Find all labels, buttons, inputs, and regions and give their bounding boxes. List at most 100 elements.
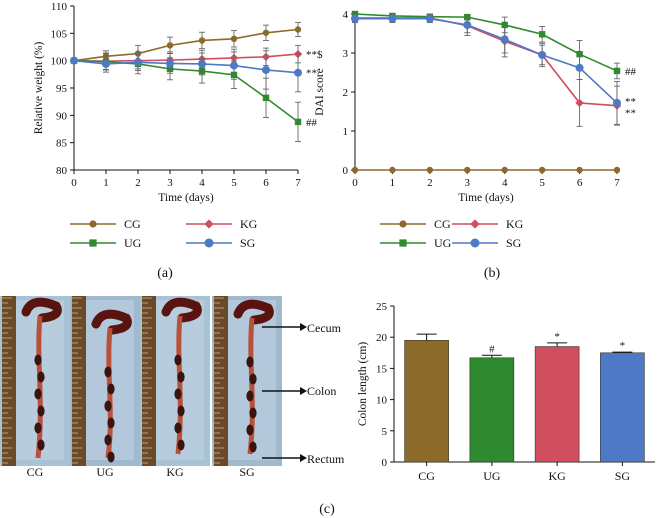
legend-marker-sg <box>204 238 214 248</box>
point-sg <box>388 14 397 23</box>
x-tick-label-cg: CG <box>418 469 435 483</box>
arrow-head <box>300 323 307 331</box>
legend-label-kg: KG <box>240 217 258 231</box>
point-sg <box>613 98 621 107</box>
point-ug <box>262 94 270 102</box>
point-ug <box>501 21 508 29</box>
y-tick-label: 105 <box>51 28 68 40</box>
label-rectum: Rectum <box>307 452 345 466</box>
panel-label-a: (a) <box>157 266 173 281</box>
ruler <box>72 296 86 466</box>
panel-label-c: (c) <box>319 502 335 517</box>
point-sg <box>70 56 78 65</box>
legend-label-ug: UG <box>124 236 142 250</box>
stool-pellet <box>107 417 115 429</box>
point-cg <box>464 166 471 174</box>
colon-photo: CG UG KG SG <box>0 296 307 479</box>
y-tick-label: 0 <box>343 165 349 177</box>
series-line-sg <box>73 59 299 74</box>
y-tick-label: 2 <box>343 87 349 99</box>
x-tick-label: 7 <box>295 177 301 189</box>
point-cg <box>166 42 174 49</box>
series-cg <box>351 166 621 174</box>
annotation-kg: **$ <box>306 49 323 61</box>
label-cecum: Cecum <box>307 321 342 335</box>
series-line-ug <box>354 13 618 72</box>
series-line-ug <box>73 59 299 123</box>
point-sg <box>166 59 174 68</box>
dai-chart: 0 1 2 3 4 0 1 2 3 4 5 6 7 Time (days) DAI score ## **** <box>314 9 637 204</box>
legend-marker-cg <box>89 220 97 228</box>
x-axis-label: Time (days) <box>458 192 514 204</box>
x-tick-label: 5 <box>231 177 237 189</box>
arrow-head <box>300 454 307 462</box>
x-tick-label: 4 <box>199 177 205 189</box>
specimen-ug <box>70 296 140 466</box>
point-cg <box>294 26 302 33</box>
stool-pellet <box>34 388 42 400</box>
stool-pellet <box>246 356 254 368</box>
cecum-shape <box>21 297 62 323</box>
colon-length-chart: 0 5 10 15 20 25 Colon length (cm) CG # UG * KG * SG <box>357 301 655 483</box>
point-ug <box>613 67 621 75</box>
point-sg <box>134 58 142 67</box>
x-tick-label: 2 <box>135 177 141 189</box>
point-sg <box>262 65 270 74</box>
specimen-cg <box>0 296 70 466</box>
label-colon: Colon <box>307 384 336 398</box>
colon-shape <box>35 315 43 459</box>
x-tick-label: 2 <box>427 177 433 189</box>
y-tick-label: 1 <box>343 126 349 138</box>
annotation-ug: ## <box>625 66 637 78</box>
y-tick-label: 80 <box>56 165 68 177</box>
x-tick-label: 7 <box>614 177 620 189</box>
stool-pellet <box>249 373 257 385</box>
point-sg <box>463 20 472 29</box>
point-sg <box>294 68 302 77</box>
weight-chart: 80 85 90 95 100 105 110 0 1 2 3 4 5 6 7 Time (days) Rela… <box>33 1 323 204</box>
bar-ug <box>469 357 515 463</box>
point-ug <box>294 118 302 126</box>
annotation-sg: ** <box>306 68 317 80</box>
bar-sg <box>600 352 645 463</box>
bar-annotation-ug: # <box>489 343 495 355</box>
stool-pellet <box>107 383 115 395</box>
stool-pellet <box>246 424 254 436</box>
legend-label-sg: SG <box>240 236 256 250</box>
stool-pellet <box>37 371 45 383</box>
annotation-ug: ## <box>306 117 318 129</box>
point-sg <box>500 35 509 44</box>
bar-annotation-sg: * <box>620 340 626 352</box>
stool-pellet <box>177 405 185 417</box>
legend-marker-ug <box>399 239 407 247</box>
weight-legend: CG KG UG SG <box>70 217 258 250</box>
point-sg <box>575 63 584 72</box>
bar-cg <box>404 340 449 463</box>
y-tick-label: 90 <box>56 110 68 122</box>
dai-legend: CG KG UG SG <box>380 217 524 250</box>
stool-pellet <box>177 439 185 451</box>
point-cg <box>198 37 206 44</box>
point-sg <box>425 14 434 23</box>
legend-label-ug: UG <box>434 236 452 250</box>
series-line-cg <box>73 28 299 62</box>
stool-pellet <box>174 354 182 366</box>
y-tick-label: 5 <box>382 426 388 438</box>
y-tick-label: 15 <box>376 363 388 375</box>
y-tick-label: 20 <box>376 332 388 344</box>
stool-pellet <box>104 400 112 412</box>
y-axis-label: DAI score <box>314 68 326 116</box>
x-tick-label: 5 <box>539 177 545 189</box>
y-axis-label: Colon length (cm) <box>357 342 369 426</box>
legend-marker-kg <box>470 219 480 229</box>
x-tick-label: 6 <box>263 177 269 189</box>
series-line-kg <box>73 53 299 63</box>
ruler <box>214 296 228 466</box>
point-cg <box>576 166 583 174</box>
x-axis-label: Time (days) <box>158 192 214 204</box>
x-tick-label-sg: SG <box>615 469 631 483</box>
point-cg <box>538 166 546 174</box>
photo-anatomy-labels: Cecum Colon Rectum <box>307 321 345 466</box>
legend-label-cg: CG <box>124 217 141 231</box>
legend-marker-ug <box>89 239 97 247</box>
